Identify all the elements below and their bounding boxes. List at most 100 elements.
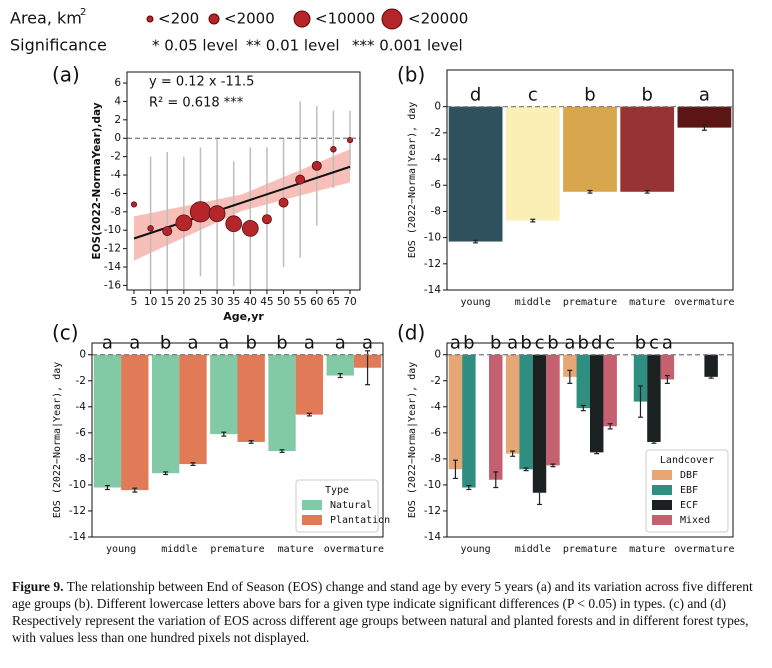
significance-letter: c [528,85,538,106]
header-legend: Area, km 2 <200 <2000 <10000 <20000 Sign… [10,7,468,55]
y-tick-label: -12 [104,243,121,255]
point [311,160,322,171]
annotation: y = 0.12 x -11.5 [149,75,254,90]
legend-label: ECF [680,500,698,511]
plot-frame [126,71,361,291]
x-tick-label: 30 [210,296,223,308]
bar [448,354,463,470]
point [189,201,212,223]
point [295,174,306,185]
y-tick-label: -2 [76,375,86,387]
y-tick-label: -8 [431,453,441,465]
bar [633,354,648,402]
point [162,226,173,237]
y-tick-label: -16 [104,279,121,291]
y-tick-label: -6 [431,179,442,191]
bar [704,354,718,377]
legend-swatch [652,470,672,480]
x-tick-label: young [461,544,491,555]
significance-level: ** 0.01 level [246,37,340,55]
plot-frame [91,342,384,538]
y-tick-label: -10 [104,224,121,236]
y-tick-label: -8 [76,453,86,465]
x-tick-label: 40 [244,296,257,308]
y-tick-label: -4 [76,401,87,413]
y-tick-label: 6 [114,77,121,89]
x-tick-label: middle [515,544,551,555]
significance-letter: b [641,85,652,106]
x-tick-label: 60 [310,296,323,308]
area-sup: 2 [80,7,86,18]
x-tick-label: 15 [161,296,174,308]
bar [677,106,732,128]
bar [179,354,207,465]
y-tick-label: 4 [114,95,121,107]
chart-title: (a) [52,63,80,87]
bar [590,354,604,453]
legend-swatch [652,515,672,525]
x-tick-label: overmature [674,297,734,308]
point [225,215,243,233]
y-tick-label: -14 [424,284,441,296]
size-swatch [208,13,220,25]
significance-title: Significance [10,36,107,55]
y-tick-label: -8 [111,206,121,218]
y-tick-label: 0 [434,349,441,361]
legend-label: EBF [680,485,698,496]
x-tick-label: 20 [177,296,190,308]
figure: Area, km 2 <200 <2000 <10000 <20000 Sign… [10,7,735,555]
bar [210,354,238,435]
size-label: <2000 [224,10,275,28]
bar [121,354,149,491]
y-tick-label: 2 [114,114,121,126]
y-tick-label: -2 [111,151,121,163]
y-tick-label: -12 [424,258,441,270]
bar [620,106,675,192]
significance-level: * 0.05 level [152,37,238,55]
point [130,201,138,208]
point [175,214,193,232]
point [278,197,289,208]
y-tick-label: -12 [69,505,86,517]
size-swatch [146,15,154,23]
y-axis-label: EOS (2022−Norma|Year), day [407,362,418,519]
bar [505,354,520,454]
y-axis-label: EOS (2022−Norma|Year), day [52,362,63,519]
bar [151,354,180,474]
plot-frame [446,342,734,538]
size-label: <10000 [315,10,375,28]
legend-swatch [652,500,672,510]
legend-title: Landcover [660,455,714,466]
x-tick-label: 35 [227,296,240,308]
x-tick-label: 5 [131,296,138,308]
bar [563,106,617,192]
bar [326,354,354,376]
bar [603,354,617,427]
x-tick-label: 70 [343,296,356,308]
bar [576,354,590,409]
y-tick-label: -6 [76,427,87,439]
bar [532,354,547,493]
chart-title: (b) [397,63,425,87]
significance-letter: a [699,85,710,106]
significance-letter: b [584,85,595,106]
x-tick-label: 55 [293,296,306,308]
x-tick-label: premature [563,544,617,555]
y-tick-label: 0 [114,132,121,144]
legend-label: Natural [330,500,372,511]
bar [462,354,476,488]
x-tick-label: middle [515,297,551,308]
bar [660,354,675,380]
y-tick-label: -4 [431,401,442,413]
legend-label: Plantation [330,515,390,526]
y-tick-label: -14 [104,261,121,273]
bar [519,354,533,470]
bar [237,354,265,442]
bar [489,354,503,480]
fit-line [133,165,351,240]
chart-title: (c) [52,321,79,345]
legend-swatch [302,515,322,525]
x-tick-label: premature [563,297,617,308]
plot-frame [446,69,734,291]
